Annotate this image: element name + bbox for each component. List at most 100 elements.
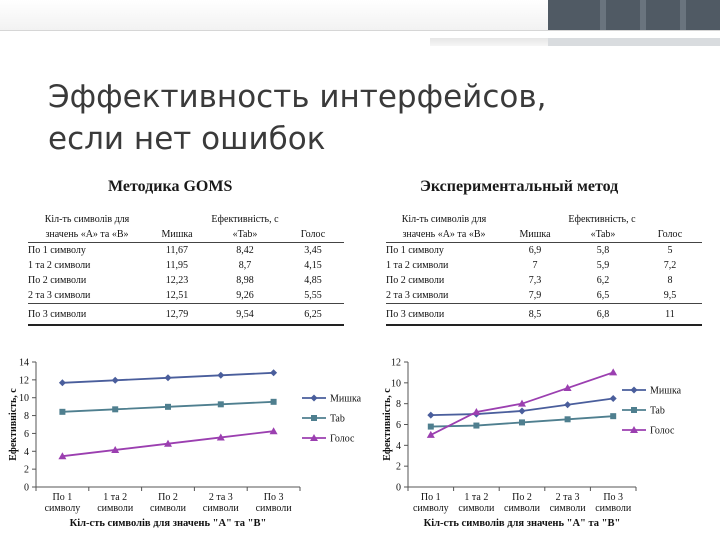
table-header-cell: Мишка — [502, 227, 568, 243]
y-tick-label: 0 — [24, 483, 29, 494]
table-cell: 7 — [532, 260, 538, 271]
data-point-marker — [269, 427, 278, 435]
x-tick-label: 2 та 3 — [556, 492, 580, 503]
x-tick-label: По 1 — [421, 492, 441, 503]
y-tick-label: 8 — [396, 399, 401, 410]
table-cell: 12,23 — [165, 275, 189, 286]
x-tick-label: символи — [550, 503, 587, 514]
data-point-marker — [519, 419, 525, 426]
y-tick-label: 6 — [396, 420, 401, 431]
x-tick-label: символи — [458, 503, 495, 514]
table-cell: 5,8 — [596, 245, 610, 256]
table-header-cell: Кіл-ть символів для — [401, 214, 487, 225]
y-tick-label: 8 — [24, 411, 29, 422]
legend-label: Голос — [330, 434, 355, 445]
table-cell: 9,54 — [208, 303, 282, 326]
table-cell: 6,2 — [596, 275, 610, 286]
x-tick-label: символу — [45, 503, 81, 514]
data-point-marker — [111, 445, 120, 453]
experimental-heading: Экспериментальный метод — [420, 178, 619, 195]
top-bar-stripe — [600, 0, 606, 30]
data-point-marker — [609, 368, 618, 376]
data-point-marker — [427, 423, 434, 430]
x-tick-label: По 3 — [264, 492, 284, 503]
row-label: По 3 символи — [386, 303, 502, 326]
y-tick-label: 10 — [391, 378, 401, 389]
data-point-marker — [216, 433, 225, 441]
x-tick-label: По 1 — [53, 492, 73, 503]
table-cell: 8 — [667, 275, 673, 286]
data-point-marker — [631, 407, 637, 413]
table-cell: 5 — [667, 245, 673, 256]
slide-top-bar — [0, 0, 720, 31]
table-row: По 1 символу 11,67 8,42 3,45 — [28, 243, 344, 259]
table-cell: 12,79 — [146, 303, 208, 326]
legend-label: Tab — [330, 414, 345, 425]
table-cell: 12,51 — [146, 288, 208, 304]
table-row: По 2 символи 7,3 6,2 8 — [386, 273, 702, 288]
legend-label: Голос — [650, 426, 675, 437]
row-label: По 2 символи — [386, 275, 445, 286]
table-row: 1 та 2 символи 11,95 8,7 4,15 — [28, 258, 344, 273]
table-header-cell: Мишка — [146, 227, 208, 243]
legend-label: Tab — [650, 406, 665, 417]
y-tick-label: 4 — [396, 441, 401, 452]
table-header-cell: Кіл-ть символів для — [44, 214, 130, 225]
table-cell: 6,9 — [528, 245, 542, 256]
table-cell: 4,85 — [304, 275, 322, 286]
top-bar-divider — [0, 30, 720, 31]
row-label: По 1 символу — [386, 245, 444, 256]
table-header-cell: «Tab» — [208, 227, 282, 243]
x-tick-label: символу — [413, 503, 449, 514]
data-point-marker — [518, 399, 526, 407]
row-label: По 2 символи — [28, 275, 87, 286]
x-tick-label: По 2 — [512, 492, 532, 503]
data-point-marker — [164, 374, 172, 382]
table-cell: 8,5 — [502, 303, 568, 326]
table-cell: 8,7 — [238, 260, 252, 271]
x-tick-label: символи — [97, 503, 134, 514]
y-tick-label: 0 — [396, 483, 401, 494]
y-tick-label: 10 — [19, 393, 29, 404]
top-bar-shadow-decoration — [430, 38, 548, 46]
table-header-cell: значень «А» та «В» — [28, 227, 146, 243]
data-point-marker — [310, 394, 318, 402]
y-axis-title: Ефективність, с — [382, 388, 393, 461]
legend-label: Мишка — [650, 386, 682, 397]
table-cell: 6,25 — [282, 303, 344, 326]
data-point-marker — [518, 407, 526, 415]
table-cell: 9,5 — [638, 288, 702, 304]
row-label: 2 та 3 символи — [386, 288, 502, 304]
y-tick-label: 2 — [396, 462, 401, 473]
x-tick-label: символи — [504, 503, 541, 514]
row-label: 2 та 3 символи — [28, 288, 146, 304]
top-bar-dark-segment — [548, 0, 720, 30]
data-point-marker — [270, 369, 278, 377]
table-row: По 1 символу 6,9 5,8 5 — [386, 243, 702, 259]
row-label: 1 та 2 символи — [28, 260, 91, 271]
data-point-marker — [111, 376, 119, 384]
experimental-table: Кіл-ть символів для Ефективність, с знач… — [386, 212, 702, 326]
table-row: 2 та 3 символи 7,9 6,5 9,5 — [386, 288, 702, 304]
y-tick-label: 14 — [19, 358, 29, 369]
data-point-marker — [311, 415, 317, 421]
table-cell: 9,26 — [208, 288, 282, 304]
data-point-marker — [112, 406, 119, 413]
x-tick-label: символи — [150, 503, 187, 514]
data-point-marker — [564, 401, 572, 409]
x-tick-label: 1 та 2 — [464, 492, 488, 503]
data-point-marker — [165, 403, 171, 410]
data-point-marker — [310, 434, 318, 441]
data-point-marker — [59, 408, 66, 415]
slide-title: Эффективность интерфейсов, если нет ошиб… — [48, 79, 547, 157]
data-point-marker — [426, 430, 435, 438]
table-row: 2 та 3 символи 12,51 9,26 5,55 — [28, 288, 344, 304]
y-tick-label: 12 — [19, 375, 29, 386]
table-cell: 8,42 — [236, 245, 254, 256]
goms-table: Кіл-ть символів для Ефективність, с знач… — [28, 212, 344, 326]
table-cell: 11,95 — [165, 260, 189, 271]
x-tick-label: 2 та 3 — [209, 492, 233, 503]
y-tick-label: 2 — [24, 465, 29, 476]
table-cell: 3,45 — [304, 245, 322, 256]
